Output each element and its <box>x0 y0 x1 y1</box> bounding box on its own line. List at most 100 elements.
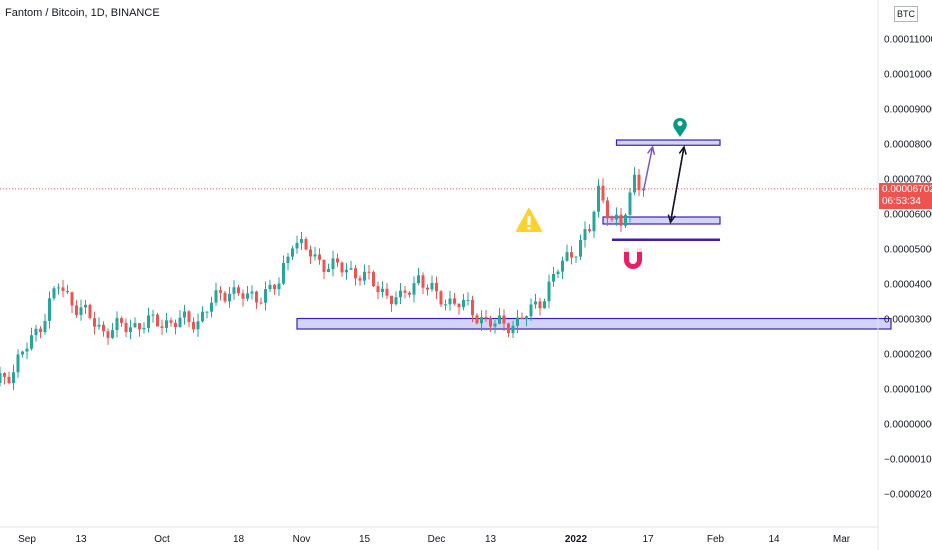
candle-body <box>574 256 578 258</box>
x-tick-label: Feb <box>707 534 725 545</box>
candle-body <box>3 373 6 377</box>
candle-body <box>286 256 290 263</box>
y-tick-label: 0.00000000 <box>884 420 932 431</box>
candle-body <box>16 354 20 373</box>
bar-countdown: 06:53:34 <box>882 196 921 207</box>
candle-body <box>156 314 159 327</box>
x-tick-label: Nov <box>293 534 311 545</box>
candle-body <box>390 295 393 305</box>
y-tick-label: 0.00010000 <box>884 70 932 81</box>
candle-body <box>615 214 618 220</box>
candle-body <box>637 174 641 191</box>
candle-body <box>597 185 600 212</box>
candle-body <box>628 192 632 215</box>
candle-body <box>232 287 236 294</box>
x-tick-label: Mar <box>833 534 851 545</box>
candle-body <box>619 214 623 226</box>
candle-body <box>394 297 398 305</box>
candle-body <box>277 283 281 290</box>
candle-body <box>363 271 366 281</box>
candle-body <box>25 348 29 352</box>
x-tick-label: 15 <box>359 534 371 545</box>
magnet-icon[interactable] <box>624 248 642 269</box>
candle-body <box>543 301 546 309</box>
candle-body <box>340 262 344 273</box>
candle-body <box>187 311 191 323</box>
candle-body <box>462 299 465 308</box>
candle-body <box>21 351 24 355</box>
candle-body <box>102 324 105 332</box>
candle-body <box>97 324 101 327</box>
candle-body <box>430 283 434 290</box>
zones-layer[interactable] <box>296 139 892 330</box>
last-price-value: 0.00006702 <box>882 184 932 195</box>
candle-body <box>561 260 564 272</box>
y-axis[interactable]: 0.00011000 0.00010000 0.00009000 0.00008000… <box>884 35 932 501</box>
drawings-layer[interactable] <box>612 145 720 241</box>
candle-body <box>129 327 132 332</box>
candle-body <box>133 323 137 328</box>
candle-body <box>439 291 443 305</box>
zone-rectangle[interactable] <box>296 317 892 330</box>
candle-body <box>412 283 416 295</box>
candle-body <box>502 315 506 324</box>
candle-body <box>426 287 429 290</box>
candle-body <box>601 185 605 201</box>
candle-body <box>106 331 110 338</box>
y-tick-label: 0.00005000 <box>884 245 932 256</box>
arrow-head <box>667 214 676 224</box>
candle-body <box>583 229 587 240</box>
candle-body <box>147 315 150 328</box>
zone-rectangle[interactable] <box>602 216 721 225</box>
y-tick-label: 0.00011000 <box>884 35 932 46</box>
y-tick-label: 0.00004000 <box>884 280 932 291</box>
candle-body <box>385 288 389 296</box>
projection-up-arrow <box>642 145 656 191</box>
candle-body <box>399 290 402 298</box>
candle-body <box>525 316 528 319</box>
candle-body <box>241 293 245 299</box>
x-tick-label: 14 <box>768 534 780 545</box>
chart-title: Fantom / Bitcoin, 1D, BINANCE <box>5 7 160 19</box>
candle-body <box>169 320 173 323</box>
y-tick-label: 0.00006000 <box>884 210 932 221</box>
x-tick-label: 13 <box>75 534 87 545</box>
candle-body <box>633 174 636 193</box>
candle-body <box>520 317 524 319</box>
x-axis[interactable]: Sep 13 Oct 18 Nov 15 Dec 13 2022 17 Feb 14 Mar <box>18 534 851 545</box>
candle-body <box>480 317 483 324</box>
candle-body <box>52 288 56 299</box>
y-tick-label: 0.00009000 <box>884 105 932 116</box>
candle-body <box>219 290 222 293</box>
x-tick-label: 2022 <box>565 534 588 545</box>
x-tick-label: 17 <box>642 534 654 545</box>
candle-body <box>372 272 375 287</box>
candle-body <box>313 254 317 257</box>
y-tick-label: 0.00008000 <box>884 140 932 151</box>
candle-body <box>304 238 308 250</box>
candle-body <box>48 298 51 321</box>
zone-rectangle[interactable] <box>615 139 721 146</box>
candle-body <box>331 258 335 269</box>
candle-body <box>327 268 330 272</box>
candle-body <box>570 252 573 258</box>
candle-body <box>223 292 227 302</box>
candle-body <box>538 301 542 309</box>
warning-icon[interactable] <box>516 208 542 232</box>
candle-body <box>268 284 272 290</box>
candle-body <box>282 262 285 284</box>
candle-body <box>588 229 591 232</box>
candle-body <box>259 302 263 304</box>
candle-body <box>88 304 92 319</box>
candle-body <box>475 315 479 324</box>
x-tick-label: Dec <box>428 534 446 545</box>
y-tick-label: 0.00007000 <box>884 175 932 186</box>
candle-body <box>349 268 353 270</box>
candle-body <box>381 288 384 293</box>
map-pin-icon[interactable] <box>673 118 687 137</box>
candle-body <box>295 242 299 249</box>
candle-body <box>273 284 276 290</box>
currency-badge[interactable]: BTC <box>894 6 918 22</box>
candle-body <box>309 249 312 257</box>
